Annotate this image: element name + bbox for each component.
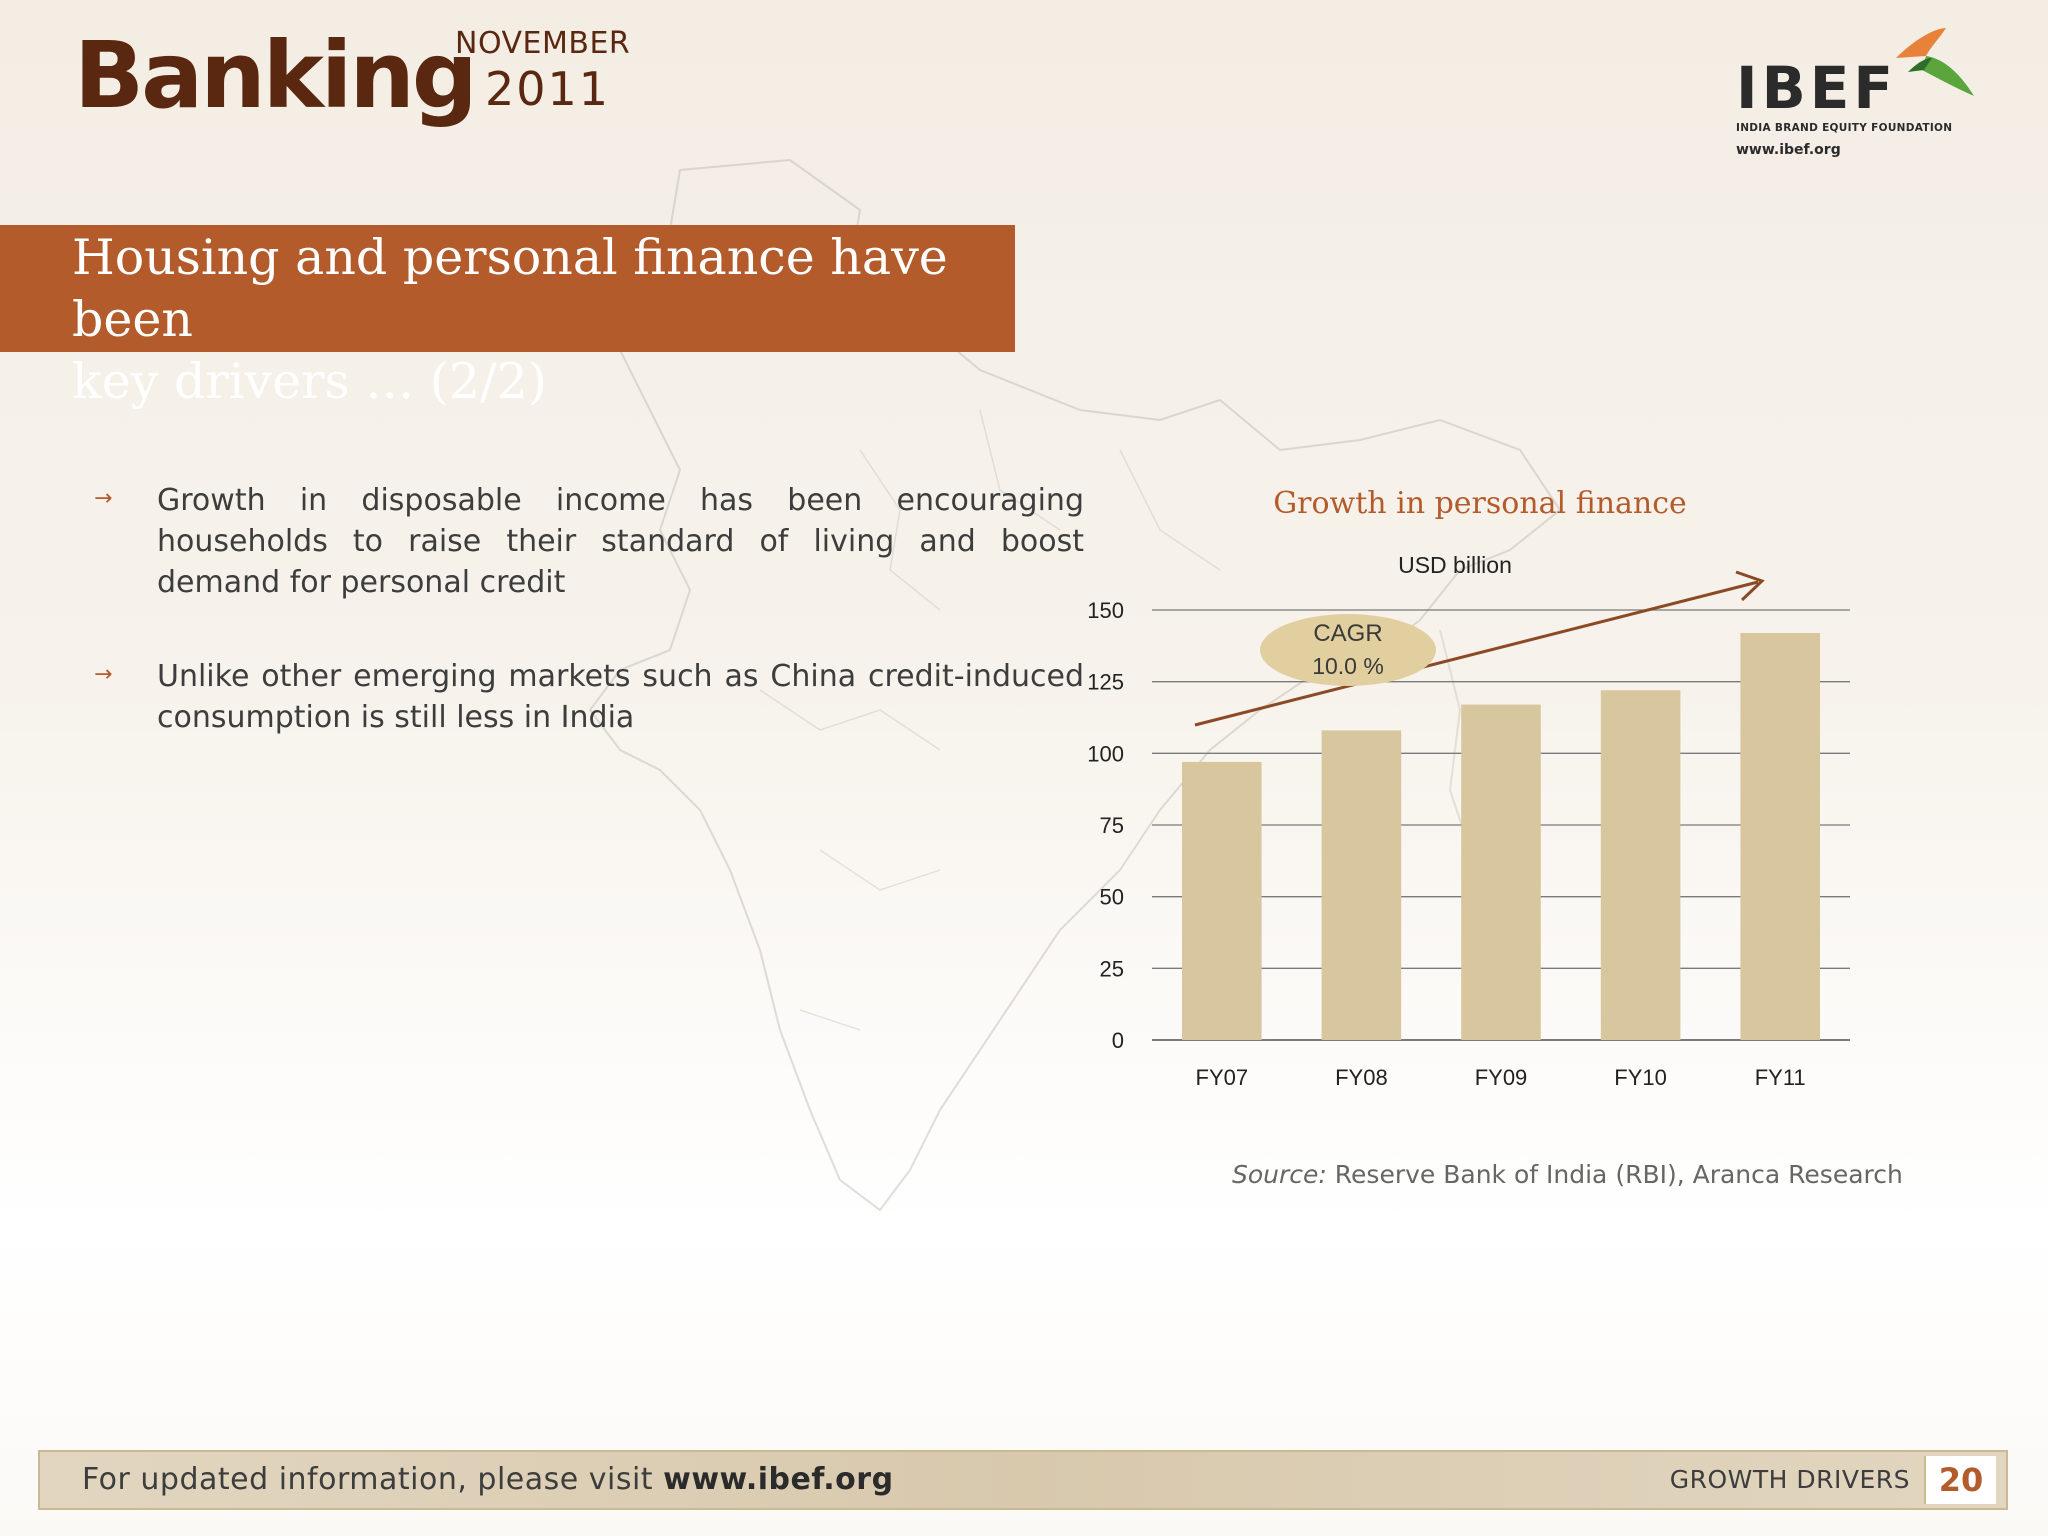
y-tick-label: 100 xyxy=(1087,741,1124,766)
bird-icon xyxy=(1896,28,1974,96)
bullet-text: Unlike other emerging markets such as Ch… xyxy=(157,659,1084,735)
footer-link[interactable]: www.ibef.org xyxy=(663,1462,894,1497)
footer-text: For updated information, please visit ww… xyxy=(82,1462,894,1497)
y-tick-label: 150 xyxy=(1087,598,1124,623)
logo-url[interactable]: www.ibef.org xyxy=(1736,142,1841,158)
footer-prompt: For updated information, please visit xyxy=(82,1462,654,1497)
y-tick-label: 125 xyxy=(1087,670,1124,695)
arrow-bullet-icon: → xyxy=(94,486,113,511)
x-tick-label: FY09 xyxy=(1475,1065,1528,1090)
y-tick-label: 25 xyxy=(1100,956,1124,981)
slide-title-line-1: Housing and personal finance have been xyxy=(72,229,948,348)
bar-fy10 xyxy=(1600,690,1681,1040)
bar-fy08 xyxy=(1321,730,1402,1040)
cagr-label: CAGR xyxy=(1313,620,1382,647)
bar-chart: 0 25 50 75 100 125 150 FY07 FY08 FY09 FY10 FY11 US… xyxy=(1087,552,1850,1090)
y-tick-label: 75 xyxy=(1100,813,1124,838)
title-banner: Housing and personal finance have been k… xyxy=(0,225,1015,410)
ibef-logo[interactable]: IBEF INDIA BRAND EQUITY FOUNDATION www.i… xyxy=(1736,18,1976,168)
cagr-annotation: CAGR 10.0 % xyxy=(1260,614,1436,686)
page-number: 20 xyxy=(1924,1456,1996,1504)
header-month: NOVEMBER xyxy=(455,26,631,61)
bar-fy07 xyxy=(1182,761,1262,1040)
india-map-watermark xyxy=(588,158,1562,1212)
x-tick-label: FY08 xyxy=(1335,1065,1388,1090)
x-tick-label: FY10 xyxy=(1614,1065,1667,1090)
x-tick-label: FY07 xyxy=(1196,1065,1249,1090)
bullet-text: Growth in disposable income has been enc… xyxy=(157,483,1084,600)
x-axis-ticks: FY07 FY08 FY09 FY10 FY11 xyxy=(1196,1065,1806,1090)
header-year: 2011 xyxy=(485,62,611,116)
slide-title-line-2: key drivers … (2/2) xyxy=(72,353,547,410)
logo-tagline: INDIA BRAND EQUITY FOUNDATION xyxy=(1736,122,1953,134)
chart-bars xyxy=(1182,632,1820,1040)
trend-arrow xyxy=(1194,570,1765,727)
y-axis-ticks: 0 25 50 75 100 125 150 xyxy=(1087,598,1124,1053)
footer-bar: For updated information, please visit ww… xyxy=(38,1450,2008,1510)
footer-section-label: GROWTH DRIVERS xyxy=(1669,1465,1910,1494)
cagr-value: 10.0 % xyxy=(1312,653,1384,679)
slide-title: Housing and personal finance have been k… xyxy=(72,225,1012,413)
chart-source: Source: Reserve Bank of India (RBI), Ara… xyxy=(1232,1160,1903,1189)
source-text: Reserve Bank of India (RBI), Aranca Rese… xyxy=(1334,1160,1903,1189)
source-label: Source: xyxy=(1232,1160,1327,1189)
x-tick-label: FY11 xyxy=(1755,1065,1806,1090)
logo-wordmark: IBEF xyxy=(1736,54,1898,122)
header-title: Banking xyxy=(74,22,478,129)
y-tick-label: 0 xyxy=(1112,1028,1124,1053)
y-tick-label: 50 xyxy=(1100,885,1124,910)
chart-title: Growth in personal finance xyxy=(1273,486,1687,521)
y-unit-label: USD billion xyxy=(1398,552,1512,578)
bar-fy09 xyxy=(1461,704,1541,1040)
bar-fy11 xyxy=(1740,632,1820,1040)
arrow-bullet-icon: → xyxy=(94,662,113,687)
